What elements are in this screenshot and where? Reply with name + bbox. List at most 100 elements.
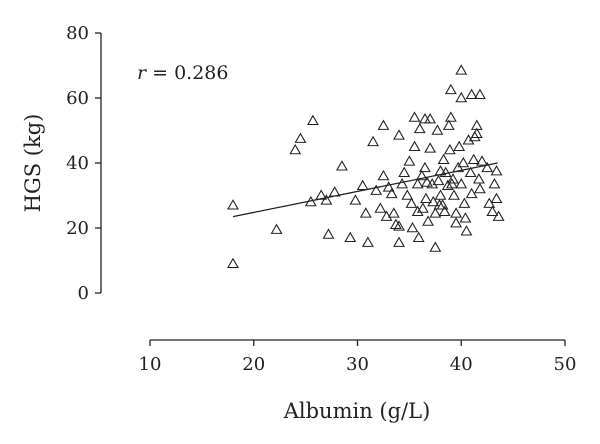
- data-point: [403, 155, 416, 166]
- data-point: [445, 178, 458, 189]
- data-point: [455, 64, 468, 75]
- data-point: [455, 91, 468, 103]
- y-axis: 0 20 40 60 80: [66, 23, 102, 304]
- y-tick-label: 80: [66, 23, 89, 44]
- data-point: [415, 169, 428, 181]
- data-point: [441, 179, 454, 191]
- data-point: [442, 119, 455, 130]
- correlation-annotation: r = 0.286: [137, 62, 229, 84]
- data-point: [406, 221, 419, 233]
- data-point: [359, 207, 372, 218]
- data-point: [294, 132, 307, 143]
- data-point: [420, 192, 432, 204]
- data-point: [289, 143, 302, 155]
- data-point: [460, 225, 473, 236]
- data-point: [473, 88, 486, 100]
- x-axis: 10 20 30 40 50: [139, 339, 577, 375]
- data-point: [320, 194, 333, 205]
- data-point: [349, 194, 362, 205]
- data-point: [437, 153, 450, 165]
- data-point: [453, 140, 466, 152]
- data-point: [389, 218, 402, 230]
- data-point: [227, 257, 239, 269]
- data-point: [227, 199, 239, 210]
- data-point: [444, 83, 457, 95]
- data-point: [438, 205, 451, 217]
- trend-line: [232, 162, 498, 218]
- data-point: [387, 207, 400, 218]
- data-point: [382, 181, 395, 192]
- data-point: [432, 174, 445, 186]
- data-point: [490, 192, 503, 204]
- x-axis-title: Albumin (g/L): [283, 399, 431, 423]
- data-point: [411, 178, 424, 189]
- data-point: [424, 142, 437, 153]
- data-point: [370, 184, 383, 195]
- data-point: [458, 197, 471, 208]
- data-point: [470, 127, 483, 139]
- data-point: [270, 223, 283, 234]
- data-point: [416, 202, 429, 213]
- data-point: [408, 111, 421, 122]
- data-point: [473, 182, 486, 194]
- data-point: [306, 114, 319, 126]
- data-point: [418, 113, 431, 124]
- data-point: [481, 161, 494, 173]
- data-point: [427, 195, 440, 207]
- data-point: [377, 119, 390, 130]
- data-point: [322, 228, 335, 239]
- data-point: [374, 202, 387, 213]
- data-point: [356, 179, 369, 191]
- data-point: [459, 212, 472, 223]
- data-point: [377, 169, 390, 181]
- data-points: [227, 64, 505, 269]
- data-point: [467, 153, 480, 165]
- data-point: [486, 205, 499, 217]
- data-point: [447, 173, 459, 184]
- data-point: [429, 241, 442, 252]
- correlation-symbol: r: [137, 62, 148, 84]
- data-point: [335, 160, 348, 171]
- x-tick-label: 20: [242, 354, 265, 375]
- data-point: [490, 165, 503, 176]
- data-point: [433, 199, 446, 210]
- y-tick-label: 40: [66, 153, 89, 174]
- y-tick-label: 0: [78, 283, 89, 304]
- data-point: [450, 217, 463, 228]
- y-tick-label: 20: [66, 218, 89, 239]
- data-point: [444, 111, 457, 122]
- data-point: [405, 197, 418, 208]
- data-point: [367, 135, 380, 147]
- data-point: [472, 173, 485, 184]
- data-point: [464, 166, 477, 178]
- data-point: [412, 231, 425, 243]
- data-point: [422, 215, 434, 226]
- data-point: [448, 189, 460, 200]
- data-point: [393, 236, 405, 247]
- data-point: [476, 155, 488, 166]
- data-point: [398, 166, 411, 178]
- data-point: [411, 205, 424, 217]
- data-point: [492, 210, 505, 221]
- correlation-value: = 0.286: [146, 62, 228, 84]
- data-point: [431, 124, 444, 135]
- data-point: [421, 176, 433, 187]
- x-tick-label: 50: [554, 354, 577, 375]
- data-point: [418, 161, 431, 173]
- data-point: [429, 207, 442, 218]
- data-point: [488, 178, 501, 189]
- data-point: [465, 88, 478, 100]
- x-tick-label: 40: [450, 354, 473, 375]
- data-point: [393, 129, 405, 140]
- data-point: [434, 189, 447, 200]
- y-axis-title: HGS (kg): [21, 114, 45, 213]
- data-point: [344, 231, 357, 243]
- data-point: [457, 156, 470, 168]
- data-point: [393, 220, 405, 231]
- data-point: [413, 122, 426, 134]
- data-point: [408, 140, 421, 152]
- data-point: [455, 178, 468, 189]
- data-point: [385, 187, 398, 199]
- x-tick-label: 10: [139, 354, 162, 375]
